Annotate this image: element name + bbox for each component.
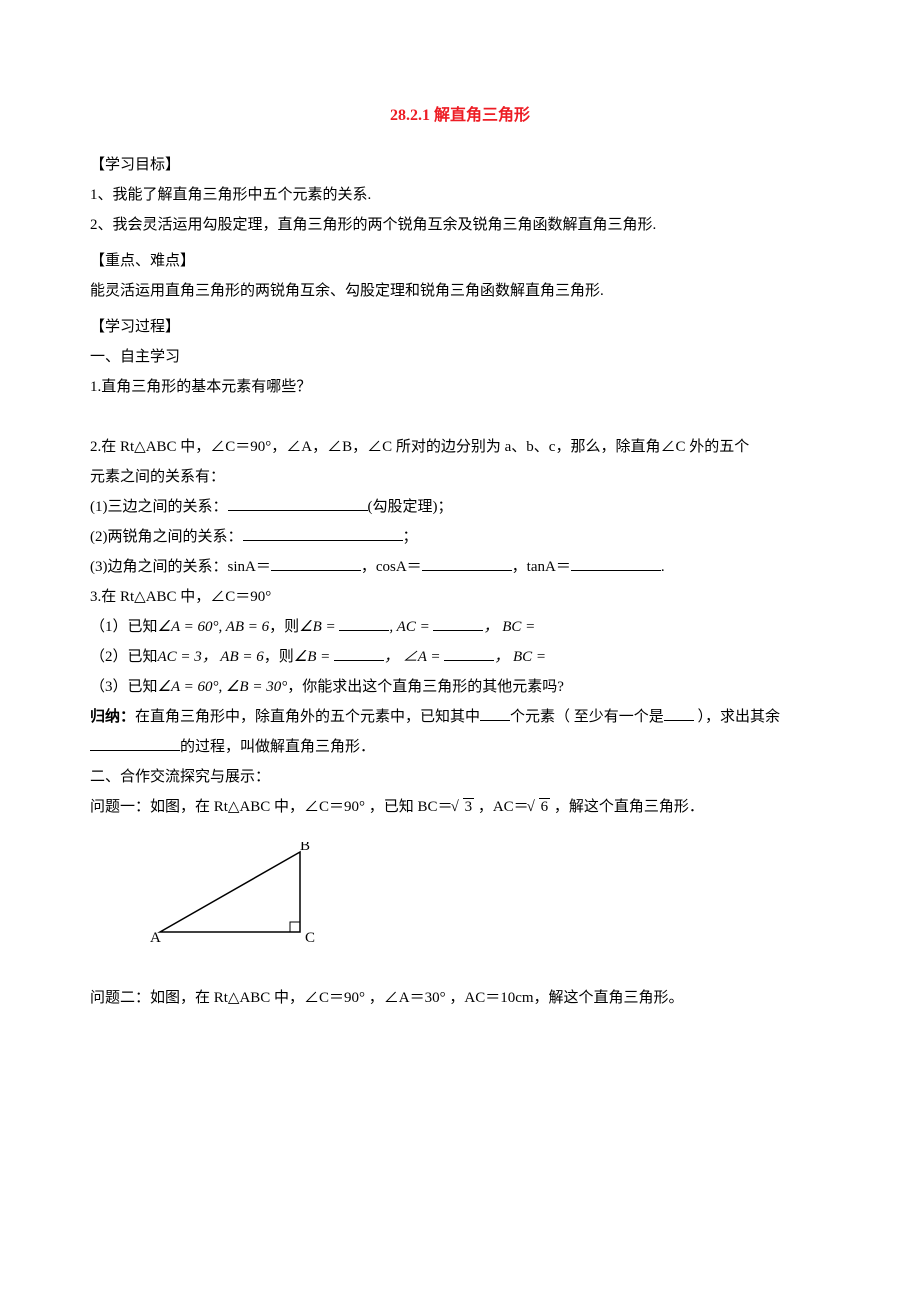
q2-2-post: ； — [403, 529, 418, 545]
blank-3-1-ac — [433, 615, 483, 631]
blank-sin — [271, 555, 361, 571]
summary-a: 在直角三角形中，除直角外的五个元素中，已知其中 — [135, 709, 480, 725]
blank-tan — [571, 555, 661, 571]
triangle-diagram: A B C — [150, 842, 830, 963]
blank-3-2-a — [444, 645, 494, 661]
q3-3-b: , ∠B = 30° — [218, 679, 287, 695]
q3-2-d: ∠B = — [294, 649, 330, 665]
label-b: B — [300, 842, 310, 854]
summary-d: 的过程，叫做解直角三角形． — [180, 739, 375, 755]
blank-count — [480, 705, 510, 721]
focus-text: 能灵活运用直角三角形的两锐角互余、勾股定理和锐角三角函数解直角三角形. — [90, 276, 830, 306]
part1-header: 一、自主学习 — [90, 342, 830, 372]
goal-2: 2、我会灵活运用勾股定理，直角三角形的两个锐角互余及锐角三角函数解直角三角形. — [90, 210, 830, 240]
process-header: 【学习过程】 — [90, 312, 830, 342]
question-1: 1.直角三角形的基本元素有哪些？ — [90, 372, 830, 402]
blank-3-1-b — [339, 615, 389, 631]
label-c: C — [305, 930, 315, 946]
q3-1-f: ， BC = — [483, 619, 535, 635]
sqrt-3: 3 — [453, 792, 475, 822]
question-2b: 元素之间的关系有： — [90, 462, 830, 492]
q2-2-pre: (2)两锐角之间的关系： — [90, 529, 243, 545]
q2-1-post: (勾股定理)； — [368, 499, 453, 515]
question-3-1: （1）已知∠A = 60°, AB = 6，则∠B = , AC = ， BC … — [90, 612, 830, 642]
q3-1-b: , AB = 6 — [218, 619, 269, 635]
q2-3-mid1: ，cosA＝ — [361, 559, 422, 575]
sqrt-3-val: 3 — [463, 798, 475, 815]
blank-pythag — [228, 495, 368, 511]
q3-1-a: ∠A = 60° — [158, 619, 219, 635]
q3-2-pre: （2）已知 — [90, 649, 158, 665]
problem-2: 问题二：如图，在 Rt△ABC 中，∠C＝90° ，∠A＝30° ，AC＝10c… — [90, 983, 830, 1013]
blank-cos — [422, 555, 512, 571]
summary-label: 归纳： — [90, 709, 135, 725]
blank-angles — [243, 525, 403, 541]
summary-line1: 归纳：在直角三角形中，除直角外的五个元素中，已知其中 个元素（ 至少有一个是 ），… — [90, 702, 830, 732]
label-a: A — [150, 930, 161, 946]
q3-2-c: ，则 — [264, 649, 294, 665]
goals-header: 【学习目标】 — [90, 150, 830, 180]
q2-3-pre: (3)边角之间的关系：sinA＝ — [90, 559, 271, 575]
goal-1: 1、我能了解直角三角形中五个元素的关系. — [90, 180, 830, 210]
q2-1-pre: (1)三边之间的关系： — [90, 499, 228, 515]
q3-3-c: ，你能求出这个直角三角形的其他元素吗? — [287, 679, 564, 695]
question-2-3: (3)边角之间的关系：sinA＝ ，cosA＝ ，tanA＝. — [90, 552, 830, 582]
q3-1-pre: （1）已知 — [90, 619, 158, 635]
summary-line2: 的过程，叫做解直角三角形． — [90, 732, 830, 762]
q3-3-a: ∠A = 60° — [158, 679, 219, 695]
blank-remain — [90, 735, 180, 751]
q3-2-e: ， ∠A = — [384, 649, 441, 665]
blank-3-2-b — [334, 645, 384, 661]
q3-1-e: , AC = — [389, 619, 429, 635]
blank-atleast — [664, 705, 694, 721]
prob1-post: ，解这个直角三角形． — [550, 799, 704, 815]
question-2a: 2.在 Rt△ABC 中，∠C＝90°，∠A，∠B，∠C 所对的边分别为 a、b… — [90, 432, 830, 462]
question-3-2: （2）已知AC = 3， AB = 6，则∠B = ， ∠A = ， BC = — [90, 642, 830, 672]
summary-b: 个元素（ 至少有一个是 — [510, 709, 664, 725]
question-2-2: (2)两锐角之间的关系： ； — [90, 522, 830, 552]
question-3: 3.在 Rt△ABC 中，∠C＝90° — [90, 582, 830, 612]
q3-2-f: ， BC = — [494, 649, 546, 665]
q3-2-b: ， AB = 6 — [202, 649, 264, 665]
q3-1-c: ，则 — [269, 619, 299, 635]
q3-3-pre: （3）已知 — [90, 679, 158, 695]
prob1-pre: 问题一：如图，在 Rt△ABC 中，∠C＝90° ，已知 BC＝ — [90, 799, 453, 815]
prob1-mid: ，AC＝ — [474, 799, 529, 815]
sqrt-6-val: 6 — [539, 798, 551, 815]
page-title: 28.2.1 解直角三角形 — [90, 100, 830, 132]
summary-c: ），求出其余 — [694, 709, 780, 725]
q3-1-d: ∠B = — [299, 619, 335, 635]
question-2-1: (1)三边之间的关系： (勾股定理)； — [90, 492, 830, 522]
problem-1: 问题一：如图，在 Rt△ABC 中，∠C＝90° ，已知 BC＝3 ，AC＝6 … — [90, 792, 830, 822]
part2-header: 二、合作交流探究与展示： — [90, 762, 830, 792]
question-3-3: （3）已知∠A = 60°, ∠B = 30°，你能求出这个直角三角形的其他元素… — [90, 672, 830, 702]
q2-3-post: . — [661, 559, 665, 575]
focus-header: 【重点、难点】 — [90, 246, 830, 276]
q2-3-mid2: ，tanA＝ — [512, 559, 571, 575]
q3-2-a: AC = 3 — [158, 649, 202, 665]
sqrt-6: 6 — [529, 792, 551, 822]
